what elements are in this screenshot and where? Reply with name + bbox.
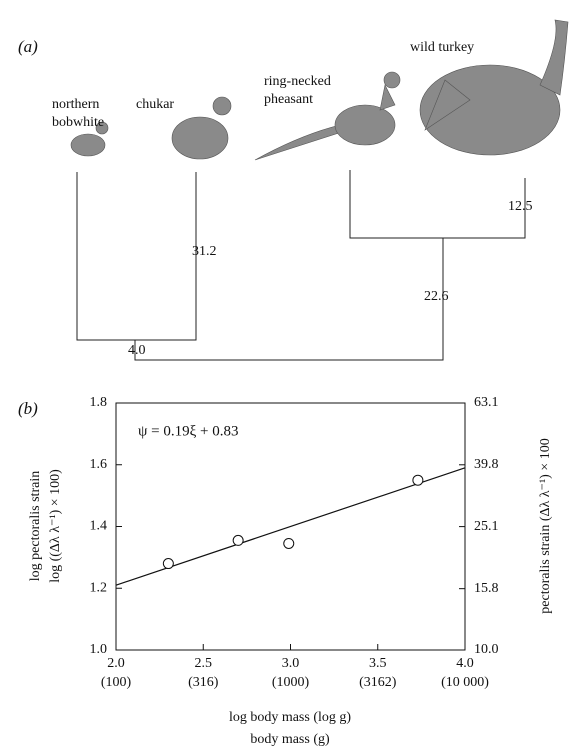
x-tick-label-secondary: (100) (101, 675, 132, 690)
data-point (413, 475, 423, 485)
x-tick-label-secondary: (3162) (359, 675, 397, 690)
y2-axis-label: pectoralis strain (Δλ λ⁻¹) × 100 (538, 438, 553, 613)
y-tick-label: 1.4 (90, 519, 108, 534)
equation: ψ = 0.19ξ + 0.83 (138, 423, 239, 439)
y2-tick-label: 25.1 (474, 519, 499, 534)
y-tick-label: 1.0 (90, 642, 108, 657)
y-tick-label: 1.2 (90, 580, 108, 595)
x-tick-label: 2.0 (107, 656, 125, 671)
species-name: pheasant (264, 92, 313, 107)
branch-length: 22.6 (424, 289, 449, 304)
data-point (233, 535, 243, 545)
y2-tick-label: 39.8 (474, 457, 499, 472)
panel-label: (a) (18, 37, 38, 56)
species-name: bobwhite (52, 115, 104, 130)
x-tick-label-secondary: (316) (188, 675, 219, 690)
x-tick-label: 4.0 (456, 656, 474, 671)
y2-tick-label: 15.8 (474, 581, 499, 596)
branch-length: 4.0 (128, 343, 146, 358)
x-tick-label: 3.0 (282, 656, 300, 671)
y2-tick-label: 10.0 (474, 642, 499, 657)
y-axis-label: log pectoralis strain (28, 471, 43, 581)
x-tick-label: 2.5 (195, 656, 213, 671)
x-tick-label: 3.5 (369, 656, 387, 671)
bird-illustrations (71, 20, 568, 160)
panel-label: (b) (18, 399, 38, 418)
x-axis-label: log body mass (log g) (229, 710, 351, 725)
y-axis-label: log ((Δλ λ⁻¹) × 100) (48, 469, 63, 583)
branch-length: 31.2 (192, 244, 217, 259)
species-name: wild turkey (410, 40, 474, 55)
y-tick-label: 1.8 (90, 395, 108, 410)
y-tick-label: 1.6 (90, 457, 108, 472)
x-tick-label-secondary: (1000) (272, 675, 310, 690)
species-name: northern (52, 97, 99, 112)
data-point (284, 538, 294, 548)
y2-tick-label: 63.1 (474, 395, 499, 410)
branch-length: 12.5 (508, 199, 533, 214)
species-name: ring-necked (264, 74, 331, 89)
species-name: chukar (136, 97, 174, 112)
data-point (163, 559, 173, 569)
phylogeny (77, 170, 525, 360)
figure: (a) 31.2 12.5 22.6 4.0 (b) ψ = 0.19ξ + 0… (0, 0, 585, 755)
x-tick-label-secondary: (10 000) (441, 675, 489, 690)
x-axis-label: body mass (g) (250, 732, 330, 747)
